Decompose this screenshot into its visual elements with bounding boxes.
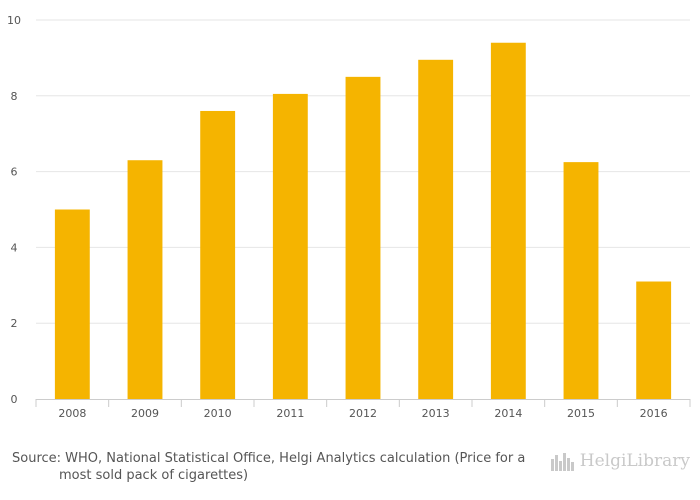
bars [54, 42, 672, 400]
y-tick-label: 0 [11, 393, 18, 406]
x-tick-label: 2009 [131, 407, 159, 420]
y-tick-label: 6 [11, 166, 18, 179]
bar-2013 [418, 59, 454, 400]
y-tick-label: 8 [11, 90, 18, 103]
x-tick-label: 2012 [349, 407, 377, 420]
source-line-2: most sold pack of cigarettes) [59, 468, 249, 483]
bar-2008 [54, 209, 90, 399]
x-axis: 2008 2009 2010 2011 2012 2013 2014 2015 2016 [35, 399, 691, 420]
bar-2010 [200, 110, 236, 400]
x-tick-label: 2011 [276, 407, 304, 420]
x-tick-label: 2010 [204, 407, 232, 420]
skyline-icon [550, 453, 574, 471]
logo-text: HelgiLibrary [579, 451, 690, 471]
x-tick-label: 2014 [494, 407, 522, 420]
source-note: Source: WHO, National Statistical Office… [12, 450, 552, 484]
x-tick-label: 2008 [58, 407, 86, 420]
y-tick-label: 10 [7, 14, 21, 27]
y-axis-ticks: 0 2 4 6 8 10 [7, 14, 21, 406]
source-line-1: Source: WHO, National Statistical Office… [12, 451, 526, 466]
bar-2016 [636, 281, 672, 399]
bar-2011 [272, 93, 308, 399]
bar-2012 [345, 76, 381, 399]
x-tick-label: 2016 [640, 407, 668, 420]
bar-2009 [127, 160, 163, 399]
bar-2014 [490, 42, 526, 400]
y-tick-label: 2 [11, 317, 18, 330]
bar-2015 [563, 162, 599, 399]
x-tick-label: 2015 [567, 407, 595, 420]
helgilibrary-logo: HelgiLibrary [550, 450, 690, 472]
x-tick-label: 2013 [422, 407, 450, 420]
y-tick-label: 4 [11, 241, 18, 254]
